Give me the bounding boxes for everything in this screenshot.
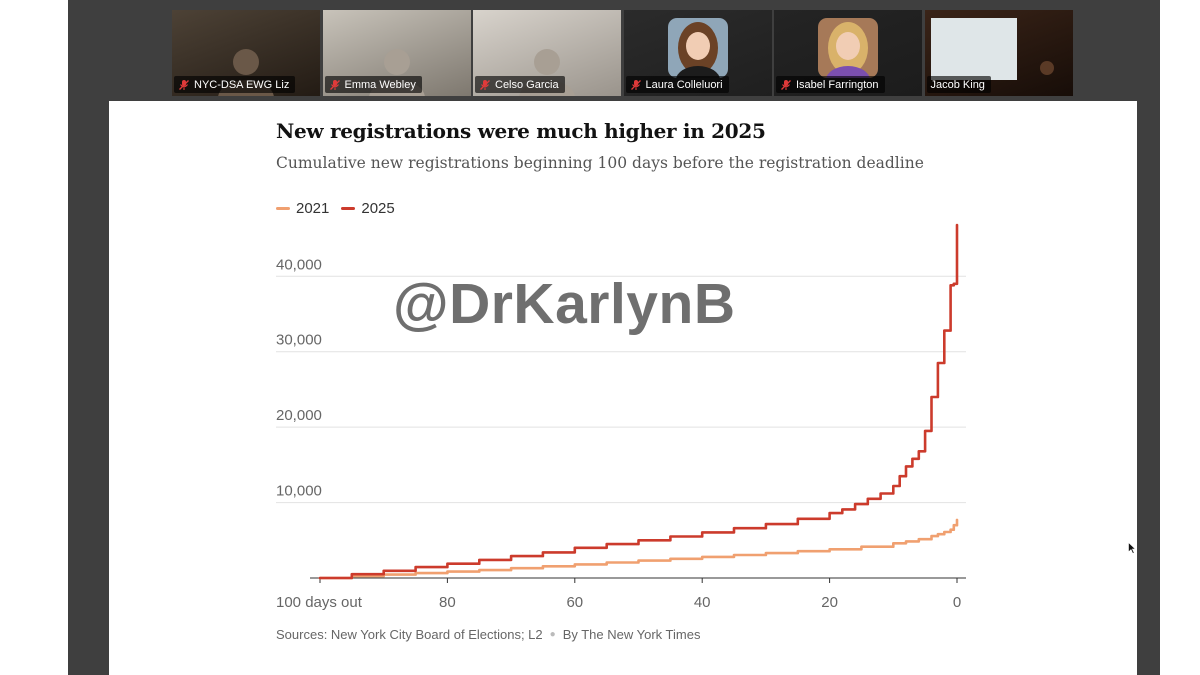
avatar [667, 18, 728, 78]
participant-tile[interactable]: Jacob King [924, 10, 1073, 96]
mic-muted-icon [480, 79, 490, 90]
legend-swatch [341, 207, 356, 210]
series-line-2021 [318, 518, 959, 580]
x-tick-label: 60 [566, 594, 583, 611]
x-tick-label: 0 [953, 594, 961, 611]
participant-name: Emma Webley [344, 78, 416, 91]
y-tick-label: 20,000 [276, 407, 322, 424]
sources-text: Sources: New York City Board of Election… [276, 627, 543, 642]
participant-tile[interactable]: Laura Colleluori [623, 10, 772, 96]
legend-label: 2021 [296, 200, 330, 217]
x-tick-label: 80 [439, 594, 456, 611]
y-tick-label: 40,000 [276, 256, 322, 273]
participant-name: Laura Colleluori [645, 78, 723, 91]
chart-subtitle: Cumulative new registrations beginning 1… [276, 154, 924, 172]
byline-text: By The New York Times [562, 627, 701, 642]
participant-name: Celso Garcia [495, 78, 559, 91]
participant-tile[interactable]: Emma Webley [322, 10, 471, 96]
legend-item-2025: 2025 [341, 200, 395, 217]
mic-muted-icon [781, 79, 791, 90]
watermark-text: @DrKarlynB [393, 272, 736, 336]
person-silhouette-icon [930, 18, 1054, 80]
legend-item-2021: 2021 [276, 200, 329, 217]
participant-tile[interactable]: Celso Garcia [473, 10, 621, 96]
participant-name: NYC-DSA EWG Liz [194, 78, 290, 91]
participant-nameplate: NYC-DSA EWG Liz [174, 76, 296, 93]
x-tick-label: 40 [694, 594, 711, 611]
mouse-pointer-icon [1128, 542, 1136, 554]
mic-muted-icon [630, 79, 641, 90]
participant-name: Jacob King [930, 78, 985, 91]
chart-title: New registrations were much higher in 20… [276, 119, 766, 143]
x-tick-label: 20 [821, 594, 838, 611]
y-tick-label: 10,000 [276, 483, 322, 500]
chart-plot: 10,000 20,000 30,000 40,000 100 days out 80 60… [276, 223, 966, 611]
participant-nameplate: Isabel Farrington [776, 76, 885, 93]
legend-label: 2025 [361, 200, 395, 217]
participant-nameplate: Emma Webley [324, 76, 422, 93]
participant-tile[interactable]: Isabel Farrington [774, 10, 922, 96]
y-tick-label: 30,000 [276, 332, 322, 349]
participant-name: Isabel Farrington [796, 78, 879, 91]
chart-legend: 2021 2025 [276, 200, 395, 217]
participant-strip: NYC-DSA EWG Liz Emma Webley Celso Garcia La… [172, 10, 1074, 96]
mic-muted-icon [329, 79, 340, 90]
participant-nameplate: Laura Colleluori [625, 76, 729, 93]
series-line-2025 [318, 223, 959, 580]
shared-slide: New registrations were much higher in 20… [109, 101, 1137, 675]
x-tick-label: 100 days out [276, 594, 363, 611]
avatar [818, 18, 878, 78]
legend-swatch [276, 207, 290, 210]
separator-dot-icon: ● [549, 629, 556, 640]
mic-muted-icon [179, 79, 189, 90]
participant-tile[interactable]: NYC-DSA EWG Liz [172, 10, 320, 96]
chart-sources: Sources: New York City Board of Election… [276, 627, 700, 642]
participant-nameplate: Celso Garcia [475, 76, 565, 93]
participant-nameplate: Jacob King [926, 76, 991, 93]
